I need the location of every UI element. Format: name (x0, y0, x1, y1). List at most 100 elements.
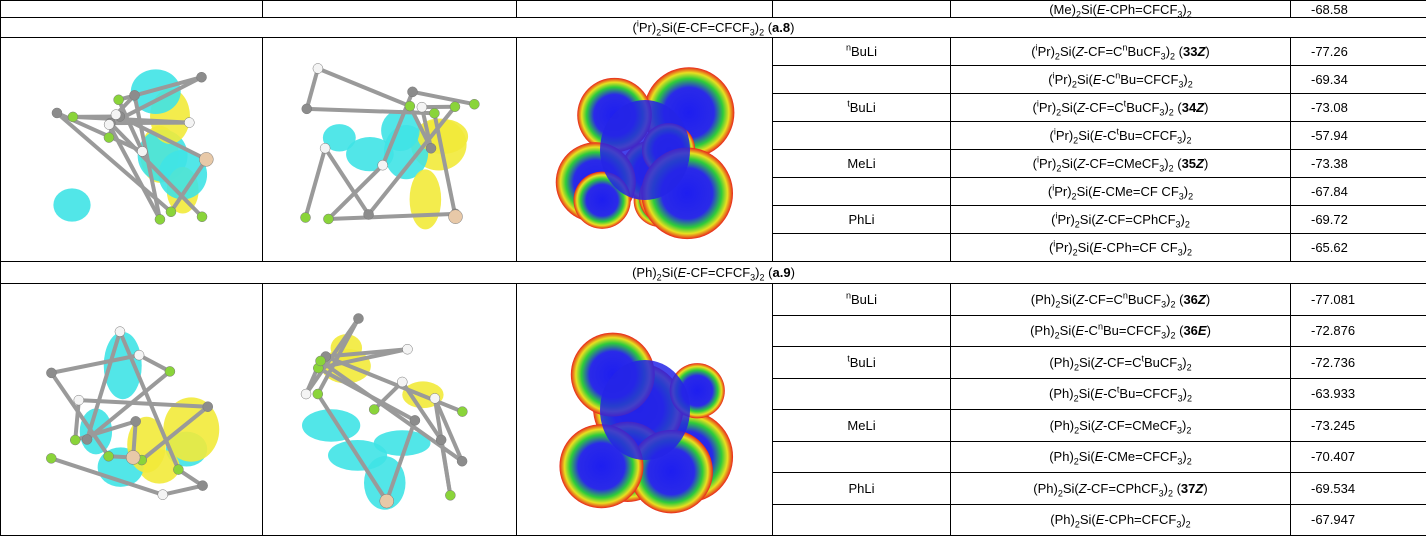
text-run: Z (1095, 355, 1103, 370)
reagent-cell (773, 378, 951, 410)
text-run: E (677, 20, 686, 35)
text-run: E (1094, 128, 1103, 143)
text-run: (Ph) (632, 265, 657, 280)
atom (449, 101, 459, 111)
text-run: -CF=CMeCF (1085, 156, 1159, 171)
text-run: -C (1103, 386, 1117, 401)
atom (409, 415, 419, 425)
atom (129, 90, 139, 100)
text-run: 2 (1187, 9, 1192, 17)
atom (46, 367, 56, 377)
text-run: MeLi (847, 156, 875, 171)
product-cell: (Ph)2Si(E-CtBu=CFCF3)2 (951, 378, 1291, 410)
atom (300, 212, 310, 222)
text-run: Pr) (1038, 44, 1055, 59)
text-run: BuCF (1127, 44, 1160, 59)
value-cell: -65.62 (1291, 234, 1426, 262)
lobe (53, 188, 90, 221)
text-run: (Ph) (1049, 386, 1074, 401)
text-run: -CF=C (1085, 100, 1124, 115)
reagent-cell: nBuLi (773, 284, 951, 316)
atom (134, 350, 144, 360)
empty-cell (1, 1, 263, 18)
text-run: Si( (1063, 481, 1079, 496)
product-cell: (Ph)2Si(E-CnBu=CFCF3)2 (36E) (951, 315, 1291, 347)
atom (104, 119, 114, 129)
atom (407, 86, 417, 96)
text-run: (Ph) (1050, 512, 1075, 527)
text-run: Z (1095, 418, 1103, 433)
text-run: a.9 (772, 265, 790, 280)
text-run: -CMe=CFCF (1103, 449, 1177, 464)
value-cell: -72.736 (1291, 347, 1426, 379)
text-run: PhLi (848, 212, 874, 227)
bond (317, 68, 409, 106)
orbital-image (12, 41, 252, 259)
value-cell: -69.34 (1291, 66, 1426, 94)
text-run: BuCF (1128, 292, 1161, 307)
atom (323, 213, 333, 223)
text-run: PhLi (848, 481, 874, 496)
reagent-cell: tBuLi (773, 94, 951, 122)
value-cell: -67.947 (1291, 504, 1426, 536)
text-run: (Me) (1049, 2, 1076, 17)
text-run: Si( (662, 265, 678, 280)
text-run: 2 (1187, 394, 1192, 404)
table-row: (Me)2Si(E-CPh=CFCF3)2-68.58 (1, 1, 1426, 18)
reagent-cell (773, 66, 951, 94)
text-run: -CMe=CF CF (1101, 184, 1179, 199)
atom (402, 344, 412, 354)
text-run: Z (1196, 156, 1204, 171)
text-run: Si( (661, 20, 677, 35)
text-run: ) (1204, 156, 1208, 171)
atom (416, 102, 426, 112)
atom (157, 489, 167, 499)
text-run: Pr) (1057, 212, 1074, 227)
text-run: (Ph) (1049, 355, 1074, 370)
value-cell: -73.38 (1291, 150, 1426, 178)
atom (363, 209, 373, 219)
atom (301, 389, 311, 399)
homo-image-cell (1, 284, 263, 536)
value-cell: -69.534 (1291, 473, 1426, 505)
text-run: Si( (1077, 184, 1093, 199)
bond (306, 68, 317, 108)
text-run: (Ph) (1033, 481, 1058, 496)
text-run: Pr) (1039, 100, 1056, 115)
reagent-cell: tBuLi (773, 347, 951, 379)
text-run: -C (1103, 128, 1117, 143)
atom (436, 434, 446, 444)
atom (353, 313, 363, 323)
text-run: Z (1079, 481, 1087, 496)
text-run: -CPh=CFCF (1106, 2, 1178, 17)
atom (114, 326, 124, 336)
text-run: -CF=C (1103, 355, 1142, 370)
text-run: Si( (1079, 449, 1095, 464)
esp-core (600, 100, 690, 200)
product-cell: (iPr)2Si(E-CtBu=CFCF3)2 (951, 122, 1291, 150)
esp-image (525, 287, 765, 533)
atom (445, 490, 455, 500)
atom (165, 206, 175, 216)
atom (369, 404, 379, 414)
value-cell: -69.72 (1291, 206, 1426, 234)
text-run: ( (1173, 481, 1181, 496)
text-run: -C (1102, 72, 1116, 87)
text-run: Pr) (1055, 72, 1072, 87)
reagent-cell: PhLi (773, 206, 951, 234)
section-header: (iPr)2Si(E-CF=CFCF3)2 (a.8) (1, 18, 1426, 38)
atom (312, 389, 322, 399)
value-cell: -77.081 (1291, 284, 1426, 316)
lumo-image-cell (263, 38, 517, 262)
orbital-image (270, 41, 510, 259)
text-run: a.8 (772, 20, 790, 35)
text-run: Z (1076, 44, 1084, 59)
atom (448, 209, 462, 223)
text-run: 33 (1183, 44, 1197, 59)
text-run: ( (764, 20, 772, 35)
lumo-image-cell (263, 284, 517, 536)
product-cell: (Ph)2Si(Z-CF=CnBuCF3)2 (36Z) (951, 284, 1291, 316)
text-run: Si( (1077, 72, 1093, 87)
text-run: -CPh=CF CF (1102, 240, 1177, 255)
atom (110, 109, 120, 119)
